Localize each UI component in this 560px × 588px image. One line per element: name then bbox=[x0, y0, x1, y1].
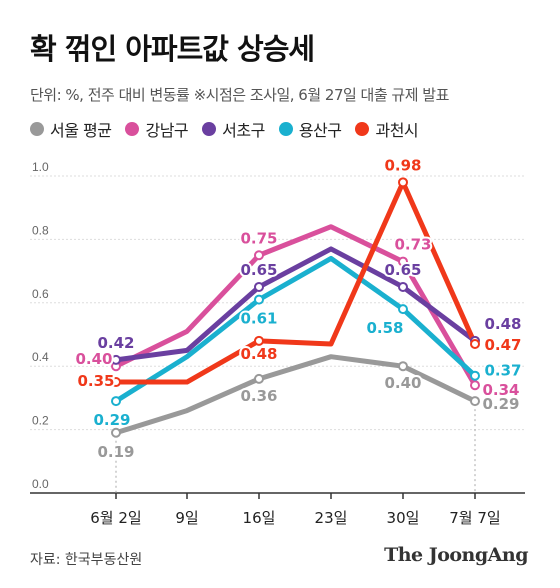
data-point bbox=[470, 396, 480, 407]
x-tick-label: 7월 7일 bbox=[449, 509, 500, 527]
y-tick-label: 0.6 bbox=[32, 287, 49, 301]
data-label: 0.75 bbox=[240, 229, 277, 247]
data-label: 0.37 bbox=[484, 362, 521, 380]
data-label: 0.61 bbox=[240, 310, 277, 328]
legend-label: 강남구 bbox=[145, 121, 189, 140]
series-line-1 bbox=[113, 224, 478, 388]
legend-label: 서울 평균 bbox=[50, 121, 112, 140]
legend-label: 용산구 bbox=[298, 121, 342, 140]
series-line-3 bbox=[113, 255, 478, 404]
data-point bbox=[398, 256, 408, 267]
data-label: 0.19 bbox=[97, 443, 134, 461]
data-label: 0.42 bbox=[97, 334, 134, 352]
y-tick-label: 1.0 bbox=[32, 160, 49, 174]
data-label: 0.35 bbox=[77, 372, 114, 390]
data-point bbox=[111, 396, 121, 407]
chart-title: 확 꺾인 아파트값 상승세 bbox=[30, 32, 315, 66]
data-point bbox=[398, 304, 408, 315]
data-label: 0.65 bbox=[240, 261, 277, 279]
data-label: 0.40 bbox=[75, 350, 112, 368]
data-point bbox=[398, 361, 408, 372]
data-point bbox=[254, 281, 264, 292]
data-label: 0.29 bbox=[93, 411, 130, 429]
legend-item: 서울 평균 bbox=[30, 117, 112, 141]
x-tick-label: 16일 bbox=[243, 509, 276, 527]
data-point bbox=[470, 339, 480, 350]
data-point bbox=[470, 370, 480, 381]
line-chart: 0.0 0.2 0.4 0.6 0.8 1.0 6월 2일 9일 16일 23일 30일 7월 7일 0… bbox=[30, 154, 525, 527]
legend-swatch bbox=[278, 122, 293, 136]
data-label: 0.58 bbox=[366, 319, 403, 337]
data-label: 0.34 bbox=[482, 381, 519, 399]
data-point bbox=[254, 294, 264, 305]
data-label: 0.73 bbox=[394, 236, 431, 254]
series-line-4 bbox=[113, 179, 478, 385]
data-label: 0.65 bbox=[384, 261, 421, 279]
legend-swatch bbox=[30, 122, 44, 136]
legend-swatch bbox=[355, 122, 370, 136]
data-label: 0.47 bbox=[484, 336, 521, 354]
y-tick-label: 0.0 bbox=[32, 477, 49, 491]
y-tick-label: 0.4 bbox=[32, 350, 49, 364]
legend-item: 용산구 bbox=[278, 117, 342, 141]
source-note: 자료: 한국부동산원 bbox=[30, 552, 143, 568]
data-point bbox=[111, 377, 121, 388]
data-point bbox=[111, 354, 121, 365]
x-tick-label: 23일 bbox=[315, 509, 348, 527]
data-point bbox=[111, 427, 121, 438]
data-point bbox=[470, 380, 480, 391]
legend-swatch bbox=[202, 122, 217, 136]
data-label: 0.40 bbox=[384, 374, 421, 392]
brand-logo: The JoongAng bbox=[384, 544, 528, 566]
series-line-2 bbox=[113, 246, 478, 363]
x-tick-label: 9일 bbox=[175, 509, 198, 527]
legend-label: 과천시 bbox=[375, 121, 419, 140]
x-tick-label: 30일 bbox=[387, 509, 420, 527]
chart-subtitle: 단위: %, 전주 대비 변동률 ※시점은 조사일, 6월 27일 대출 규제 … bbox=[30, 86, 449, 104]
data-label: 0.48 bbox=[240, 345, 277, 363]
data-point bbox=[254, 250, 264, 261]
x-tick-label: 6월 2일 bbox=[90, 509, 141, 527]
y-tick-label: 0.8 bbox=[32, 223, 49, 237]
data-label: 0.98 bbox=[384, 156, 421, 174]
data-label: 0.29 bbox=[482, 395, 519, 413]
data-label: 0.48 bbox=[484, 315, 521, 333]
legend: 서울 평균 강남구 서초구 용산구 과천시 bbox=[30, 117, 419, 141]
data-label: 0.36 bbox=[240, 387, 277, 405]
legend-label: 서초구 bbox=[222, 121, 265, 140]
data-point bbox=[398, 281, 408, 292]
series-line-0 bbox=[113, 354, 478, 436]
y-tick-label: 0.2 bbox=[32, 414, 49, 428]
legend-item: 강남구 bbox=[125, 117, 189, 141]
legend-item: 과천시 bbox=[355, 117, 419, 141]
data-point bbox=[254, 373, 264, 384]
legend-item: 서초구 bbox=[202, 117, 265, 141]
data-point bbox=[398, 177, 408, 188]
legend-swatch bbox=[125, 122, 140, 136]
data-point bbox=[254, 335, 264, 346]
